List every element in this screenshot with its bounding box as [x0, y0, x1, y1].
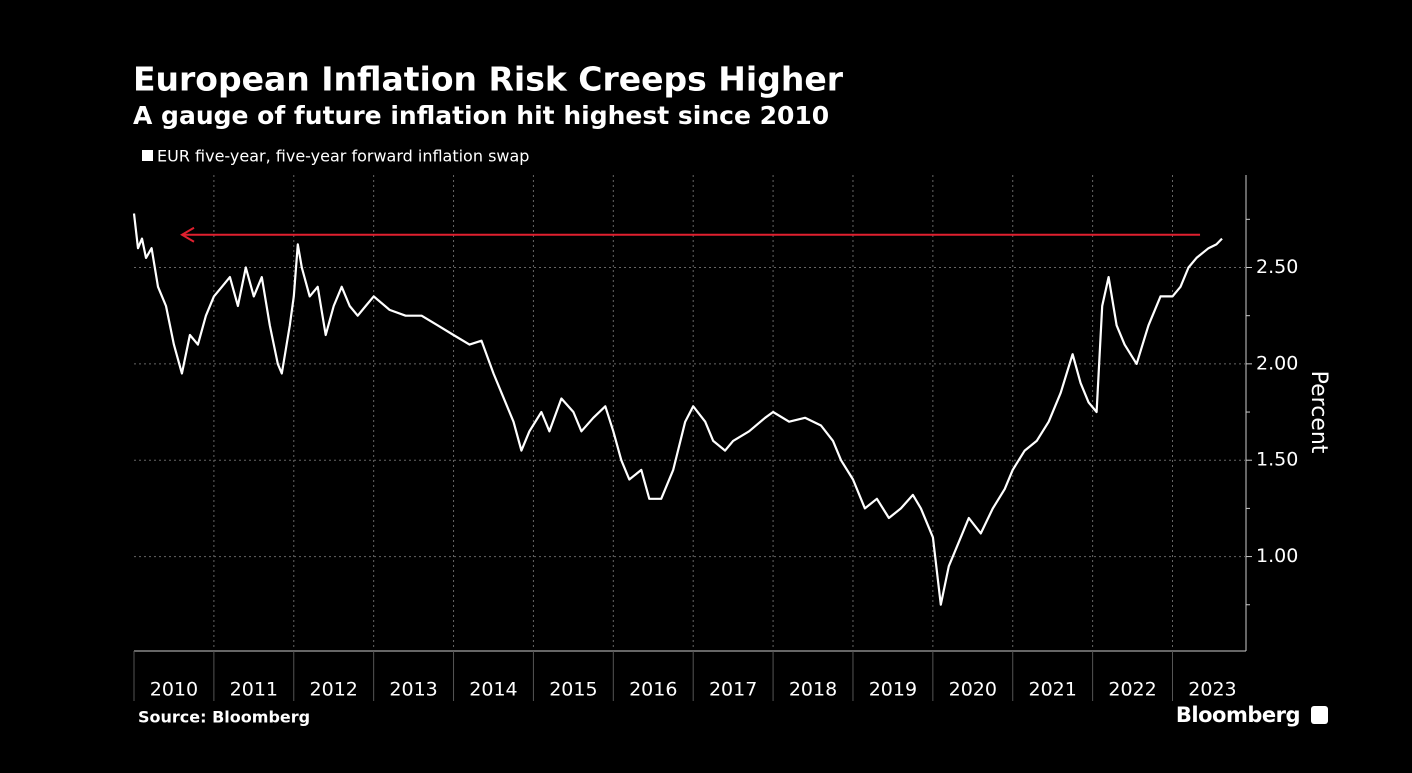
y-tick-label: 2.00	[1256, 352, 1298, 374]
x-tick-label: 2019	[869, 679, 917, 701]
x-tick-label: 2016	[629, 679, 677, 701]
y-tick-label: 2.50	[1256, 256, 1298, 278]
brand: Bloomberg	[1176, 703, 1300, 727]
x-tick-label: 2023	[1188, 679, 1236, 701]
x-tick-label: 2021	[1028, 679, 1076, 701]
y-axis-label: Percent	[1306, 371, 1331, 454]
x-tick-label: 2012	[310, 679, 358, 701]
legend-label: EUR five-year, five-year forward inflati…	[157, 147, 529, 166]
x-tick-label: 2022	[1108, 679, 1156, 701]
x-tick-label: 2011	[230, 679, 278, 701]
x-tick-label: 2013	[389, 679, 437, 701]
chart-title: European Inflation Risk Creeps Higher	[133, 60, 844, 99]
x-tick-label: 2015	[549, 679, 597, 701]
brand-icon	[1311, 706, 1328, 724]
x-tick-label: 2018	[789, 679, 837, 701]
x-tick-label: 2014	[469, 679, 517, 701]
x-tick-label: 2017	[709, 679, 757, 701]
highlight-arrowhead	[180, 226, 195, 243]
y-tick-label: 1.00	[1256, 545, 1298, 567]
x-tick-label: 2020	[949, 679, 997, 701]
x-tick-label: 2010	[150, 679, 198, 701]
series-line	[132, 213, 1223, 606]
chart-subtitle: A gauge of future inflation hit highest …	[133, 101, 829, 130]
source: Source: Bloomberg	[138, 708, 310, 727]
y-tick-label: 1.50	[1256, 449, 1298, 471]
legend-swatch	[142, 150, 153, 161]
